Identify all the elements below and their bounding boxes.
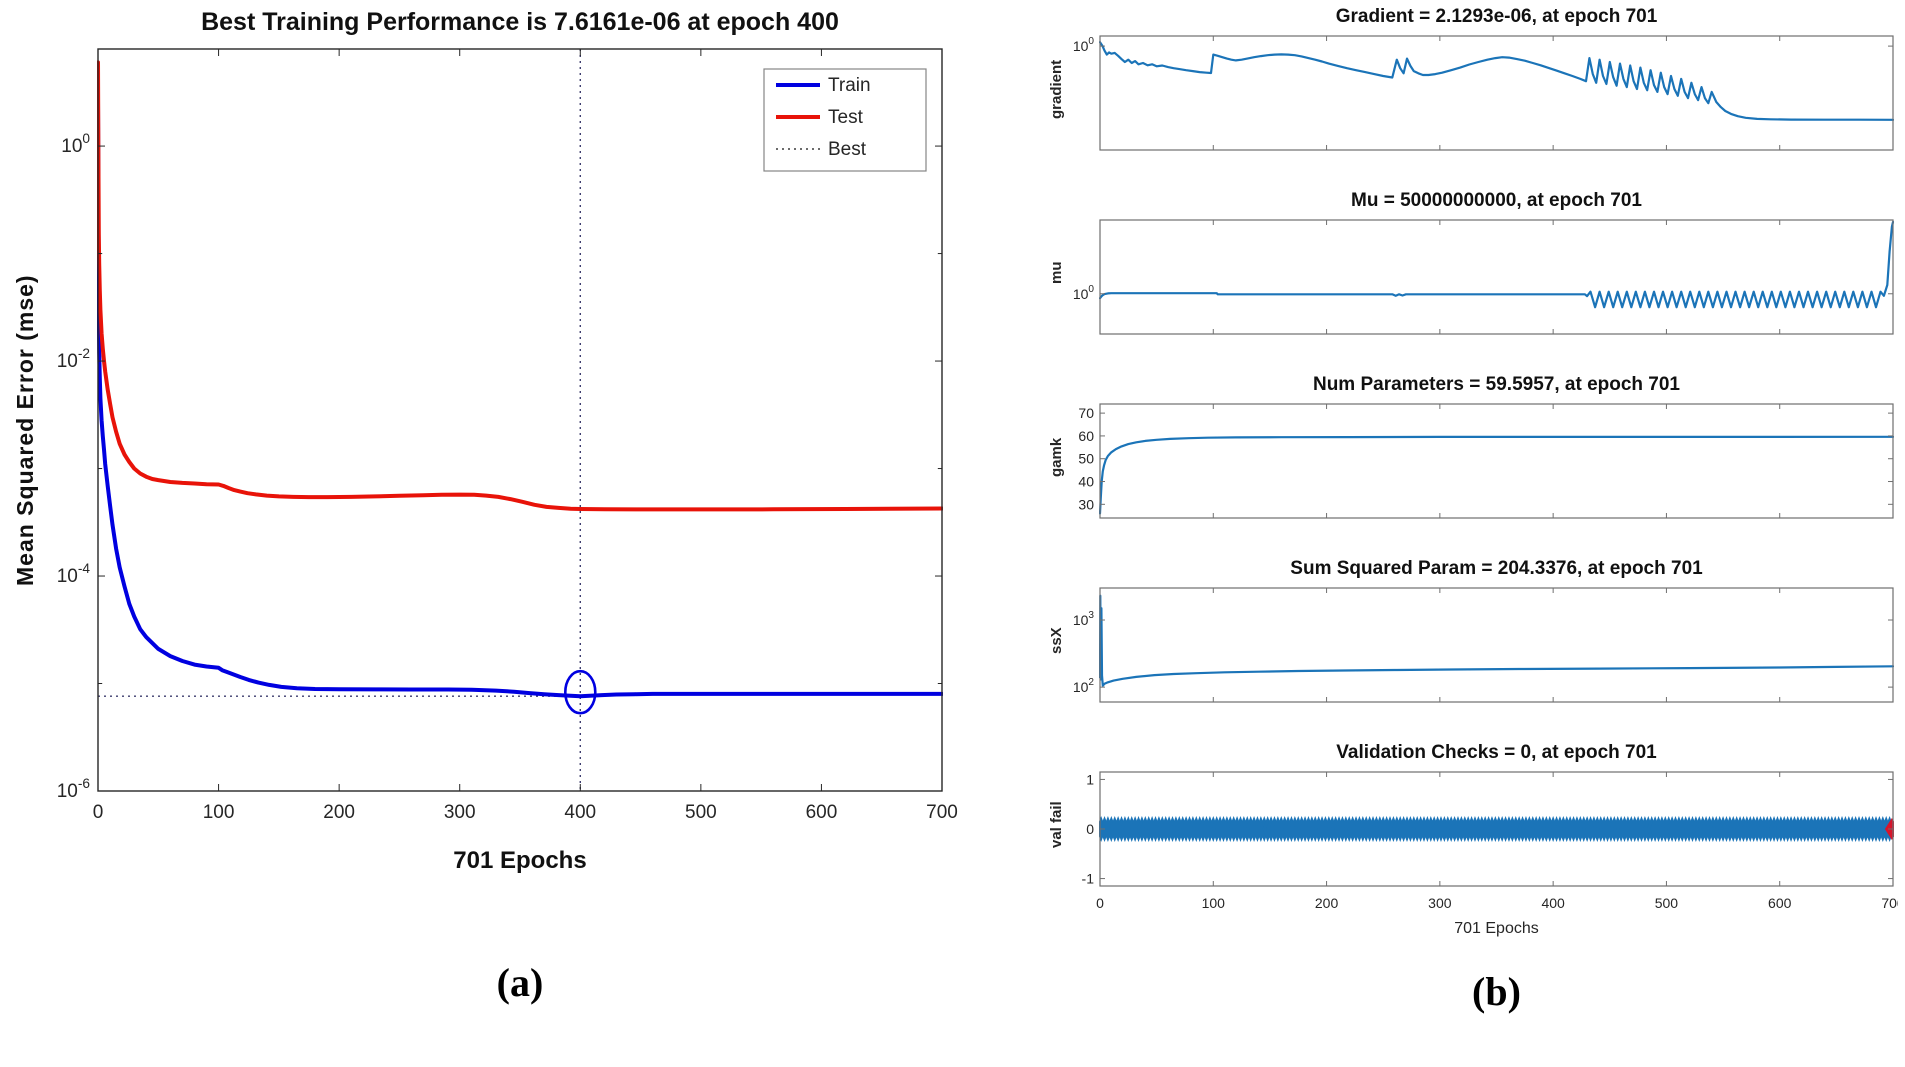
- svg-text:40: 40: [1078, 474, 1094, 490]
- performance-plot: 0 100 200 300 400 500 600 700 100 10-2 10-4 10-6 Tra…: [57, 48, 958, 823]
- subplot-gradient: Gradient = 2.1293e-06, at epoch 701 grad…: [1048, 6, 1900, 156]
- svg-text:10-2: 10-2: [57, 346, 90, 372]
- subplot-gamk-title: Num Parameters = 59.5957, at epoch 701: [1312, 374, 1680, 395]
- svg-text:0: 0: [1086, 821, 1094, 837]
- performance-title: Best Training Performance is 7.6161e-06 …: [201, 8, 839, 36]
- performance-ylabel: Mean Squared Error (mse): [12, 274, 38, 586]
- performance-xlabel: 701 Epochs: [453, 847, 587, 874]
- subplot-gradient-title: Gradient = 2.1293e-06, at epoch 701: [1335, 6, 1658, 27]
- svg-text:10-4: 10-4: [57, 561, 91, 587]
- subplot-gradient-plot: 100: [1073, 35, 1894, 151]
- svg-text:102: 102: [1073, 677, 1095, 695]
- svg-text:100: 100: [1073, 36, 1095, 54]
- svg-text:600: 600: [1768, 895, 1792, 911]
- caption-a: (a): [496, 960, 544, 1005]
- svg-text:Test: Test: [828, 107, 864, 128]
- svg-text:100: 100: [1073, 284, 1095, 302]
- subplot-gamk: Num Parameters = 59.5957, at epoch 701 g…: [1048, 374, 1900, 524]
- svg-text:600: 600: [806, 802, 838, 823]
- subplot-valfail-title: Validation Checks = 0, at epoch 701: [1336, 742, 1657, 763]
- svg-text:60: 60: [1078, 428, 1094, 444]
- subplot-mu-title: Mu = 50000000000, at epoch 701: [1351, 190, 1642, 211]
- subplot-ssx-ylabel: ssX: [1048, 627, 1065, 655]
- svg-text:103: 103: [1073, 610, 1095, 628]
- svg-text:500: 500: [685, 802, 717, 823]
- svg-text:30: 30: [1078, 496, 1094, 512]
- subplot-gradient-ylabel: gradient: [1048, 59, 1065, 119]
- svg-text:100: 100: [61, 131, 90, 157]
- svg-text:400: 400: [564, 802, 596, 823]
- subplot-mu-ylabel: mu: [1048, 261, 1065, 285]
- svg-text:200: 200: [323, 802, 355, 823]
- svg-text:500: 500: [1655, 895, 1679, 911]
- svg-text:-1: -1: [1082, 871, 1095, 887]
- svg-text:1: 1: [1086, 771, 1094, 787]
- subplot-valfail-ylabel: val fail: [1048, 801, 1065, 849]
- svg-text:50: 50: [1078, 451, 1094, 467]
- trainstate-panel: Gradient = 2.1293e-06, at epoch 701 grad…: [1048, 6, 1900, 1015]
- svg-text:200: 200: [1315, 895, 1339, 911]
- subplot-ssx-title: Sum Squared Param = 204.3376, at epoch 7…: [1290, 558, 1703, 579]
- svg-text:0: 0: [93, 802, 104, 823]
- subplot-gamk-plot: 30 40 50 60 70: [1078, 403, 1894, 519]
- subplot-gamk-ylabel: gamk: [1048, 437, 1065, 477]
- svg-text:300: 300: [1428, 895, 1452, 911]
- svg-text:0: 0: [1096, 895, 1104, 911]
- svg-text:10-6: 10-6: [57, 776, 90, 802]
- subplot-ssx-plot: 103 102: [1073, 587, 1894, 703]
- svg-text:Train: Train: [828, 75, 871, 96]
- svg-text:Best: Best: [828, 139, 867, 160]
- subplot-mu-plot: 100: [1073, 219, 1894, 335]
- svg-text:700: 700: [926, 802, 958, 823]
- trainstate-xlabel: 701 Epochs: [1454, 920, 1539, 937]
- subplot-ssx: Sum Squared Param = 204.3376, at epoch 7…: [1048, 558, 1900, 708]
- subplot-valfail: Validation Checks = 0, at epoch 701 val …: [1048, 742, 1900, 920]
- svg-text:100: 100: [203, 802, 235, 823]
- caption-b: (b): [1472, 969, 1521, 1014]
- svg-text:400: 400: [1541, 895, 1565, 911]
- performance-panel: Best Training Performance is 7.6161e-06 …: [10, 6, 962, 1006]
- subplot-mu: Mu = 50000000000, at epoch 701 mu 100: [1048, 190, 1900, 340]
- svg-text:300: 300: [444, 802, 476, 823]
- svg-text:70: 70: [1078, 405, 1094, 421]
- svg-text:700: 700: [1881, 895, 1898, 911]
- svg-text:100: 100: [1202, 895, 1226, 911]
